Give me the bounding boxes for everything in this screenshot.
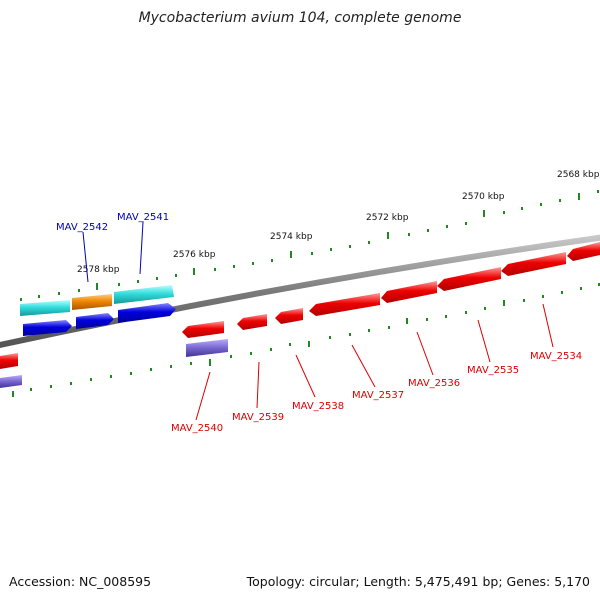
label-leaders xyxy=(82,221,554,421)
gene-label[interactable]: MAV_2535 xyxy=(467,365,519,376)
gene-label[interactable]: MAV_2538 xyxy=(292,401,344,412)
gene-label[interactable]: MAV_2534 xyxy=(530,351,582,362)
forward-strand-genes xyxy=(0,242,600,369)
genome-summary-text: Topology: circular; Length: 5,475,491 bp… xyxy=(246,574,590,589)
gene-arrow[interactable] xyxy=(0,375,22,388)
gene-arrow[interactable] xyxy=(309,293,380,316)
gene-arrow[interactable] xyxy=(20,300,70,316)
gene-arrow[interactable] xyxy=(501,252,566,276)
gene-arrow[interactable] xyxy=(437,267,501,291)
gene-arrow[interactable] xyxy=(118,303,176,323)
gene-arrow[interactable] xyxy=(0,353,18,369)
page-title: Mycobacterium avium 104, complete genome xyxy=(138,10,462,26)
gene-label[interactable]: MAV_2540 xyxy=(171,423,223,434)
accession-text: Accession: NC_008595 xyxy=(9,574,152,589)
gene-arrow[interactable] xyxy=(275,308,303,324)
gene-arrow[interactable] xyxy=(72,294,112,310)
gene-arrow[interactable] xyxy=(237,314,267,330)
tick-label: 2574 kbp xyxy=(270,232,313,242)
gene-arrow[interactable] xyxy=(23,320,72,336)
gene-label[interactable]: MAV_2539 xyxy=(232,412,284,423)
tick-label: 2570 kbp xyxy=(462,192,505,202)
gene-label[interactable]: MAV_2542 xyxy=(56,222,108,233)
gene-arrow[interactable] xyxy=(114,285,174,304)
genome-backbone xyxy=(0,234,600,348)
gene-arrow[interactable] xyxy=(567,242,600,261)
tick-label: 2568 kbp xyxy=(557,170,600,180)
tick-label: 2578 kbp xyxy=(77,265,120,275)
gene-arrow[interactable] xyxy=(182,321,224,338)
gene-label[interactable]: MAV_2536 xyxy=(408,378,460,389)
gene-arrow[interactable] xyxy=(186,339,228,357)
gene-label[interactable]: MAV_2537 xyxy=(352,390,404,401)
outer-ticks xyxy=(20,190,599,301)
reverse-strand-genes xyxy=(0,285,228,388)
gene-arrow[interactable] xyxy=(381,281,437,303)
gene-label[interactable]: MAV_2541 xyxy=(117,212,169,223)
inner-ticks xyxy=(12,283,600,397)
gene-arrow[interactable] xyxy=(76,313,114,329)
tick-label: 2572 kbp xyxy=(366,213,409,223)
tick-label: 2576 kbp xyxy=(173,250,216,260)
